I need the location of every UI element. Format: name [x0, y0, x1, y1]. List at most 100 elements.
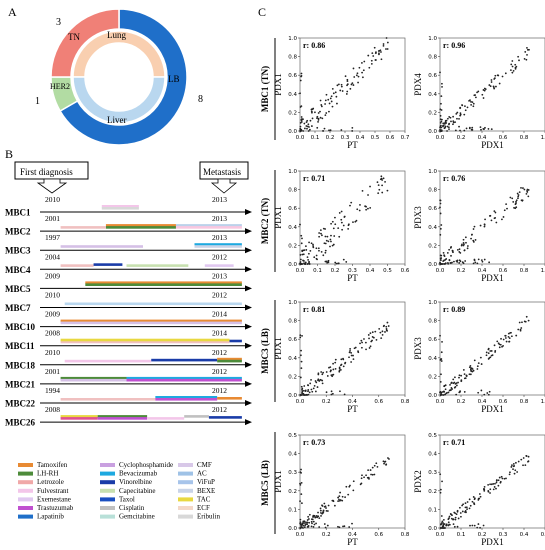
legend-label: Fulvestrant — [37, 487, 69, 495]
y-axis-label: PDX2 — [413, 470, 423, 493]
data-point — [328, 110, 330, 113]
data-point — [361, 474, 363, 477]
data-point — [518, 59, 520, 62]
data-point — [367, 54, 370, 57]
data-point — [316, 115, 319, 118]
data-point — [386, 41, 389, 44]
data-point — [369, 332, 372, 335]
data-point — [299, 129, 302, 132]
data-point — [470, 237, 472, 240]
data-point — [352, 354, 354, 357]
data-point — [493, 210, 496, 213]
y-tick-label: 0.6 — [288, 337, 297, 343]
data-point — [351, 82, 354, 85]
data-point — [309, 382, 312, 385]
y-tick-label: 0.4 — [428, 92, 437, 98]
data-point — [505, 477, 507, 480]
data-point — [307, 259, 310, 261]
legend-label: BEXE — [197, 487, 215, 495]
data-point — [323, 502, 326, 505]
data-point — [307, 393, 310, 396]
data-point — [487, 347, 490, 350]
data-point — [509, 331, 512, 334]
data-point — [505, 203, 508, 206]
data-point — [510, 63, 513, 66]
data-point — [338, 495, 341, 497]
treatment-bar — [60, 338, 230, 342]
start-year: 2001 — [45, 367, 60, 376]
data-point — [468, 126, 471, 129]
data-point — [299, 521, 302, 524]
data-point — [440, 523, 443, 525]
data-point — [442, 124, 445, 127]
x-tick-label: 1.0 — [541, 135, 545, 141]
data-point — [352, 221, 354, 224]
data-point — [485, 354, 488, 357]
x-tick-label: 0.5 — [371, 135, 380, 141]
data-point — [487, 352, 490, 355]
donut-label-liver: Liver — [107, 115, 127, 125]
data-point — [301, 502, 303, 505]
data-point — [443, 127, 446, 130]
end-year: 2012 — [212, 367, 227, 376]
data-point — [466, 501, 469, 503]
data-point — [331, 392, 334, 395]
data-point — [370, 473, 372, 476]
data-point — [308, 128, 311, 131]
data-point — [377, 192, 380, 195]
x-tick-label: 0.4 — [348, 532, 357, 538]
data-point — [315, 522, 317, 525]
data-point — [483, 485, 486, 488]
data-point — [316, 126, 319, 129]
data-point — [318, 249, 320, 252]
x-tick-label: 0.8 — [520, 135, 529, 141]
data-point — [480, 389, 483, 392]
data-point — [483, 128, 485, 131]
data-point — [317, 372, 320, 375]
data-point — [520, 458, 523, 461]
data-point — [299, 500, 301, 503]
data-point — [344, 75, 347, 78]
data-point — [388, 458, 390, 460]
data-point — [362, 69, 365, 72]
data-point — [381, 333, 384, 336]
data-point — [350, 361, 353, 363]
data-point — [306, 521, 309, 524]
data-point — [452, 518, 454, 521]
data-point — [333, 504, 336, 507]
data-point — [302, 392, 305, 395]
data-point — [449, 389, 452, 392]
data-point — [365, 474, 367, 477]
x-tick-label: 0.2 — [457, 268, 466, 274]
data-point — [439, 491, 442, 494]
data-point — [342, 258, 345, 261]
data-point — [498, 343, 501, 346]
data-point — [463, 391, 466, 393]
data-point — [300, 72, 303, 75]
data-point — [470, 367, 473, 370]
data-point — [526, 46, 528, 49]
data-point — [340, 85, 343, 88]
data-point — [493, 87, 496, 90]
x-tick-label: 0.3 — [348, 268, 357, 274]
x-axis-label: PDX1 — [481, 140, 504, 150]
data-point — [318, 517, 321, 520]
data-point — [484, 218, 486, 221]
data-point — [451, 250, 454, 253]
x-axis-label: PT — [347, 537, 358, 547]
data-point — [485, 351, 488, 354]
data-point — [450, 387, 453, 389]
x-tick-label: 0.1 — [457, 532, 466, 538]
data-point — [324, 235, 327, 238]
data-point — [305, 521, 307, 524]
plot-frame — [439, 37, 545, 132]
data-point — [525, 192, 528, 195]
data-point — [489, 483, 492, 486]
data-point — [361, 62, 363, 64]
data-point — [523, 57, 526, 60]
treatment-bar — [194, 243, 242, 246]
data-point — [300, 121, 303, 123]
data-point — [342, 525, 344, 528]
data-point — [304, 389, 307, 392]
